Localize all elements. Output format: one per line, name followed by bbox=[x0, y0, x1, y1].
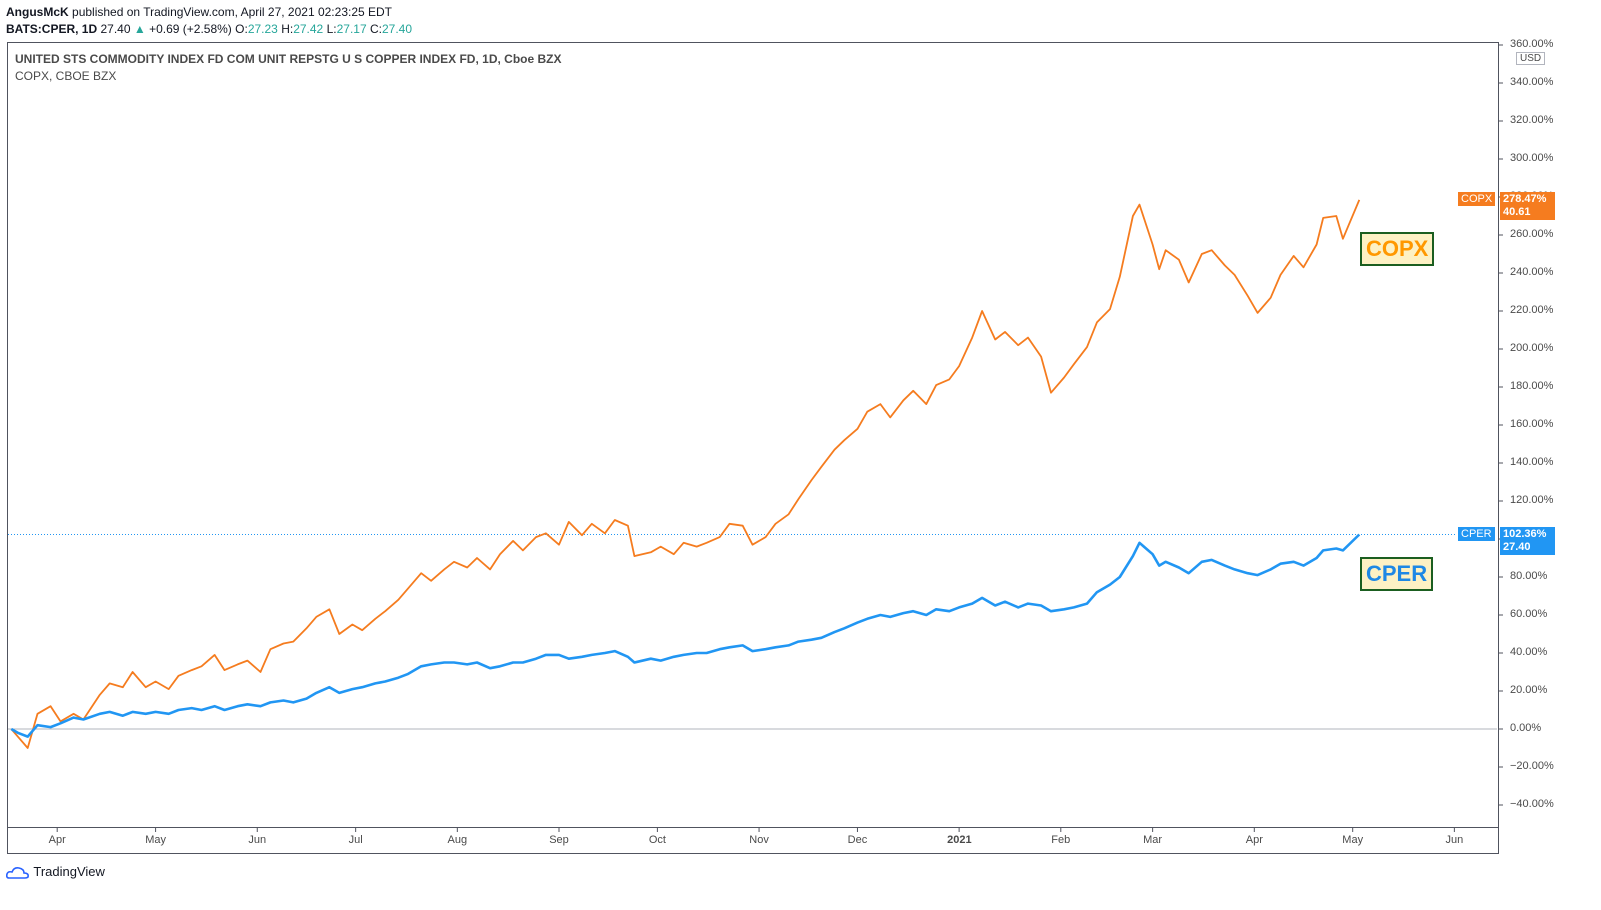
tradingview-logo[interactable]: TradingView bbox=[5, 864, 105, 880]
currency-label[interactable]: USD bbox=[1516, 52, 1546, 65]
change-value: +0.69 (+2.58%) bbox=[149, 22, 232, 36]
y-tick-label: 140.00% bbox=[1510, 456, 1554, 468]
x-tick-label: Jul bbox=[348, 834, 363, 846]
y-tick-label: 360.00% bbox=[1510, 38, 1554, 50]
series-last-percent: 278.47% bbox=[1503, 192, 1547, 205]
open-value: 27.23 bbox=[247, 22, 278, 36]
y-tick-label: 60.00% bbox=[1510, 608, 1548, 620]
x-tick-label: Apr bbox=[48, 834, 66, 846]
brand-name: TradingView bbox=[33, 864, 105, 879]
y-tick-label: 260.00% bbox=[1510, 228, 1554, 240]
publish-info: AngusMcK published on TradingView.com, A… bbox=[6, 5, 392, 19]
y-tick-label: 0.00% bbox=[1510, 722, 1542, 734]
x-tick-label: Nov bbox=[749, 834, 769, 846]
series-name-tag-copx[interactable]: COPX bbox=[1458, 191, 1496, 206]
x-tick-label: Mar bbox=[1143, 834, 1163, 846]
series-value-tag-cper[interactable]: 102.36% 27.40 bbox=[1500, 526, 1555, 555]
series-last-percent: 102.36% bbox=[1503, 527, 1547, 540]
x-tick-label: Sep bbox=[549, 834, 569, 846]
series-last-price: 40.61 bbox=[1503, 205, 1531, 218]
series-line-cper bbox=[10, 533, 1361, 738]
chart-subtitle: COPX, CBOE BZX bbox=[15, 69, 117, 83]
series-last-price: 27.40 bbox=[1503, 540, 1531, 553]
series-line-copx bbox=[10, 199, 1361, 749]
y-tick-label: 220.00% bbox=[1510, 304, 1554, 316]
x-tick-label: May bbox=[1342, 834, 1364, 846]
y-tick-label: 340.00% bbox=[1510, 76, 1554, 88]
copx-annotation: COPX bbox=[1360, 232, 1435, 266]
low-value: 27.17 bbox=[336, 22, 367, 36]
cloud-icon bbox=[5, 866, 29, 879]
x-axis-line bbox=[7, 827, 1499, 828]
open-label: O: bbox=[235, 22, 248, 36]
x-tick-label: Jun bbox=[248, 834, 267, 846]
published-text: published on TradingView.com, April 27, … bbox=[72, 5, 393, 19]
series-name-tag-cper[interactable]: CPER bbox=[1458, 526, 1495, 541]
x-tick-label: Jun bbox=[1445, 834, 1464, 846]
close-value: 27.40 bbox=[381, 22, 412, 36]
high-value: 27.42 bbox=[293, 22, 324, 36]
y-tick-label: 40.00% bbox=[1510, 646, 1548, 658]
x-tick-label: Aug bbox=[447, 834, 468, 846]
series-value-tag-copx[interactable]: 278.47% 40.61 bbox=[1500, 191, 1555, 220]
y-tick-label: 160.00% bbox=[1510, 418, 1554, 430]
y-tick-label: 120.00% bbox=[1510, 494, 1554, 506]
symbol-label: BATS:CPER, 1D bbox=[6, 22, 98, 36]
x-tick-label: Apr bbox=[1245, 834, 1263, 846]
last-value: 27.40 bbox=[100, 22, 131, 36]
x-tick-label: 2021 bbox=[947, 834, 972, 846]
y-tick-label: −20.00% bbox=[1510, 760, 1554, 772]
high-label: H: bbox=[281, 22, 294, 36]
chart-title: UNITED STS COMMODITY INDEX FD COM UNIT R… bbox=[15, 52, 562, 66]
author-name[interactable]: AngusMcK bbox=[6, 5, 69, 19]
y-tick-label: 200.00% bbox=[1510, 342, 1554, 354]
x-tick-label: May bbox=[145, 834, 166, 846]
up-arrow-icon: ▲ bbox=[133, 22, 146, 36]
y-tick-label: 240.00% bbox=[1510, 266, 1554, 278]
x-tick-label: Feb bbox=[1051, 834, 1071, 846]
low-label: L: bbox=[326, 22, 337, 36]
symbol-info: BATS:CPER, 1D 27.40 ▲ +0.69 (+2.58%) O:2… bbox=[6, 22, 412, 36]
y-tick-label: 20.00% bbox=[1510, 684, 1548, 696]
y-tick-label: 180.00% bbox=[1510, 380, 1554, 392]
y-tick-label: 320.00% bbox=[1510, 114, 1554, 126]
y-tick-label: 300.00% bbox=[1510, 152, 1554, 164]
cper-annotation: CPER bbox=[1360, 557, 1434, 591]
y-tick-label: 80.00% bbox=[1510, 570, 1548, 582]
x-tick-label: Oct bbox=[648, 834, 666, 846]
y-tick-label: −40.00% bbox=[1510, 798, 1554, 810]
close-label: C: bbox=[369, 22, 382, 36]
y-axis-line bbox=[1498, 42, 1499, 854]
x-tick-label: Dec bbox=[847, 834, 868, 846]
